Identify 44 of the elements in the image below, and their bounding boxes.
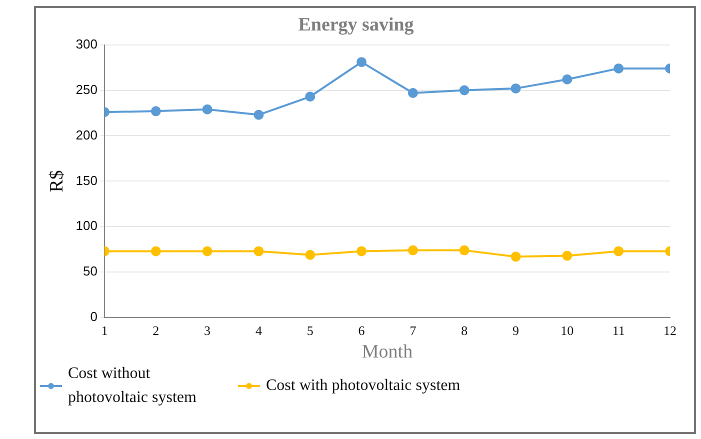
x-tick-label: 6 (358, 322, 366, 338)
y-tick-label: 250 (76, 82, 98, 97)
x-tick-label: 10 (560, 322, 574, 338)
point (202, 104, 212, 114)
point (459, 245, 470, 256)
x-tick-label: 5 (306, 322, 314, 338)
x-tick-label: 8 (461, 322, 468, 338)
y-tick-label: 300 (76, 36, 98, 52)
point (305, 92, 316, 102)
point (510, 83, 521, 94)
legend-label: Cost with photovoltaic system (266, 376, 462, 396)
x-tick-label: 2 (152, 322, 160, 338)
x-tick-label: 9 (512, 322, 520, 338)
y-axis-title: R$ (46, 170, 68, 192)
point (305, 250, 316, 260)
point (510, 252, 521, 262)
legend-label: Cost without photovoltaic system (68, 364, 198, 408)
x-tick-label: 4 (255, 322, 262, 338)
point (202, 246, 212, 256)
x-tick-label: 3 (204, 322, 211, 338)
point (356, 57, 367, 68)
point (459, 85, 470, 96)
y-tick-label: 100 (76, 218, 98, 234)
y-tick-label: 50 (83, 264, 98, 279)
y-tick-label: 200 (76, 127, 98, 142)
x-tick-label: 7 (410, 322, 417, 338)
point (614, 246, 624, 256)
point (562, 250, 572, 261)
x-tick-label: 1 (101, 322, 108, 338)
y-tick-label: 0 (90, 309, 98, 324)
y-tick-label: 150 (76, 172, 98, 188)
chart-title: Energy saving (298, 14, 414, 36)
point (356, 246, 367, 256)
point (408, 88, 418, 98)
point (408, 245, 418, 256)
point (150, 106, 161, 116)
point (562, 74, 572, 84)
x-tick-label: 12 (664, 322, 676, 338)
point (614, 63, 624, 74)
point (254, 246, 264, 256)
x-axis-title: Month (362, 342, 414, 363)
point (254, 110, 264, 120)
point (150, 246, 161, 256)
x-tick-label: 11 (612, 322, 625, 338)
